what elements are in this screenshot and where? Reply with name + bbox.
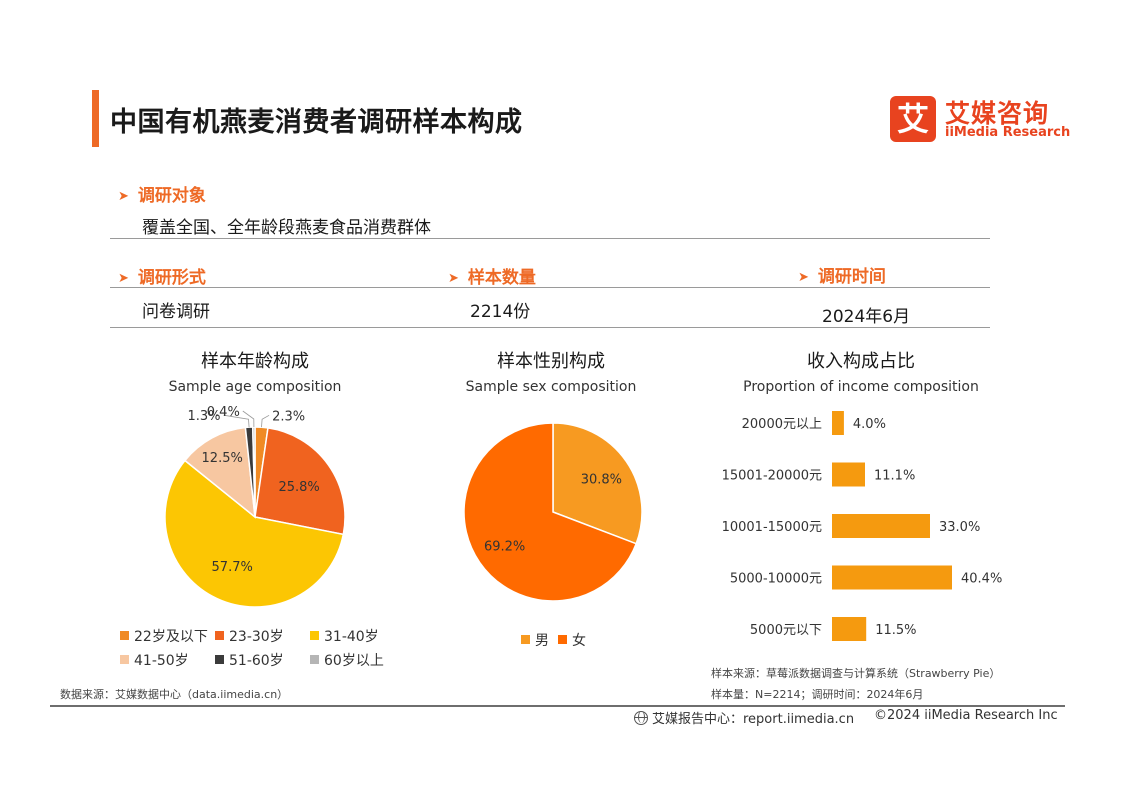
legend-item-female: 女 <box>558 630 586 650</box>
income-category-label-2: 10001-15000元 <box>722 520 822 535</box>
income-category-label-0: 20000元以上 <box>742 417 822 432</box>
legend-item-age-41-50: 41-50岁 <box>120 650 189 670</box>
globe-icon <box>634 711 648 725</box>
divider <box>110 238 990 239</box>
survey-form-value: 问卷调研 <box>142 302 210 322</box>
legend-item-age-23-30: 23-30岁 <box>215 626 284 646</box>
legend-swatch <box>120 631 129 640</box>
legend-swatch <box>120 655 129 664</box>
data-label-sex-1: 69.2% <box>484 539 525 554</box>
arrow-icon: ➤ <box>448 271 459 286</box>
data-label-age-3: 12.5% <box>202 451 243 466</box>
legend-swatch <box>521 635 530 644</box>
sample-source-note: 样本来源：草莓派数据调查与计算系统（Strawberry Pie） <box>711 667 1001 680</box>
divider <box>110 287 990 288</box>
leader-line-age-5 <box>242 410 255 428</box>
data-label-age-4: 1.3% <box>187 409 220 424</box>
pie-slice-age-2 <box>164 459 345 608</box>
age-chart-title: 样本年龄构成 <box>201 351 309 372</box>
legend-item-age-22-below: 22岁及以下 <box>120 626 208 646</box>
income-value-label-0: 4.0% <box>853 417 886 432</box>
legend-item-male: 男 <box>521 630 549 650</box>
page-title: 中国有机燕麦消费者调研样本构成 <box>110 107 523 138</box>
legend-swatch <box>310 631 319 640</box>
survey-size-value: 2214份 <box>470 302 531 322</box>
data-label-sex-0: 30.8% <box>581 473 622 488</box>
leader-line-age-4 <box>223 414 250 428</box>
arrow-icon: ➤ <box>118 189 129 204</box>
pie-slice-sex-0 <box>552 422 643 545</box>
income-value-label-2: 33.0% <box>939 520 980 535</box>
sex-chart-subtitle: Sample sex composition <box>465 379 637 395</box>
pie-slice-age-3 <box>183 426 256 519</box>
leader-line-age-0 <box>261 414 270 428</box>
legend-swatch <box>310 655 319 664</box>
sex-chart-title: 样本性别构成 <box>497 351 605 372</box>
pie-slice-age-1 <box>254 427 346 536</box>
copyright: ©2024 iiMedia Research Inc <box>874 708 1058 723</box>
survey-size-heading: ➤ 样本数量 <box>448 268 536 288</box>
income-bar-1 <box>832 462 865 487</box>
data-source-note: 数据来源：艾媒数据中心（data.iimedia.cn） <box>60 688 289 701</box>
arrow-icon: ➤ <box>798 270 809 285</box>
survey-time-value: 2024年6月 <box>822 307 911 327</box>
survey-object-value: 覆盖全国、全年龄段燕麦食品消费群体 <box>142 218 431 238</box>
legend-item-age-51-60: 51-60岁 <box>215 650 284 670</box>
income-category-label-4: 5000元以下 <box>750 623 822 638</box>
income-category-label-1: 15001-20000元 <box>722 469 822 484</box>
pie-slice-age-5 <box>251 426 256 518</box>
survey-form-heading: ➤ 调研形式 <box>118 268 206 288</box>
legend-item-age-31-40: 31-40岁 <box>310 626 379 646</box>
sample-info-note: 样本量：N=2214；调研时间：2024年6月 <box>711 688 924 701</box>
legend-item-age-60-above: 60岁以上 <box>310 650 384 670</box>
footer-divider <box>50 705 1065 707</box>
brand-logo: 艾 艾媒咨询 iiMedia Research <box>890 94 1070 144</box>
data-label-age-0: 2.3% <box>272 409 305 424</box>
survey-time-heading: ➤ 调研时间 <box>798 267 886 287</box>
divider <box>110 327 990 328</box>
pie-slice-sex-1 <box>463 422 638 602</box>
income-value-label-4: 11.5% <box>875 623 916 638</box>
income-bar-3 <box>832 565 952 590</box>
report-center-link[interactable]: 艾媒报告中心：report.iimedia.cn <box>634 708 854 727</box>
income-bar-4 <box>832 617 867 641</box>
income-bar-0 <box>832 411 844 435</box>
income-chart-title: 收入构成占比 <box>807 351 915 372</box>
data-label-age-2: 57.7% <box>212 560 253 575</box>
legend-swatch <box>215 655 224 664</box>
legend-swatch <box>215 631 224 640</box>
title-accent-bar <box>92 90 99 147</box>
income-value-label-1: 11.1% <box>874 469 915 484</box>
survey-object-heading: ➤ 调研对象 <box>118 186 206 206</box>
logo-english-name: iiMedia Research <box>945 125 1071 140</box>
arrow-icon: ➤ <box>118 271 129 286</box>
income-bar-2 <box>832 514 930 538</box>
data-label-age-1: 25.8% <box>278 480 319 495</box>
income-chart-subtitle: Proportion of income composition <box>743 379 979 395</box>
logo-mark-icon: 艾 <box>890 96 936 142</box>
age-chart-subtitle: Sample age composition <box>168 379 342 395</box>
logo-chinese-name: 艾媒咨询 <box>945 99 1050 128</box>
income-category-label-3: 5000-10000元 <box>730 572 822 587</box>
income-value-label-3: 40.4% <box>961 572 1002 587</box>
data-label-age-5: 0.4% <box>207 405 240 420</box>
legend-swatch <box>558 635 567 644</box>
